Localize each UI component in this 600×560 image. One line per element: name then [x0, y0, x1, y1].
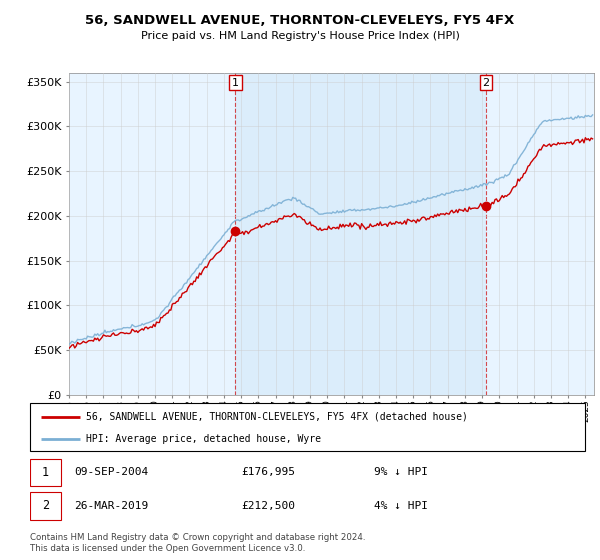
Text: 2: 2 [42, 500, 49, 512]
FancyBboxPatch shape [30, 492, 61, 520]
Text: 09-SEP-2004: 09-SEP-2004 [74, 468, 149, 478]
Text: 56, SANDWELL AVENUE, THORNTON-CLEVELEYS, FY5 4FX (detached house): 56, SANDWELL AVENUE, THORNTON-CLEVELEYS,… [86, 412, 467, 422]
Bar [235, 73, 486, 395]
Text: 9% ↓ HPI: 9% ↓ HPI [374, 468, 428, 478]
FancyBboxPatch shape [30, 403, 585, 451]
Text: 1: 1 [42, 466, 49, 479]
Text: Contains HM Land Registry data © Crown copyright and database right 2024.
This d: Contains HM Land Registry data © Crown c… [30, 533, 365, 553]
Text: 2: 2 [482, 78, 490, 87]
Text: £212,500: £212,500 [241, 501, 295, 511]
Text: 26-MAR-2019: 26-MAR-2019 [74, 501, 149, 511]
Text: Price paid vs. HM Land Registry's House Price Index (HPI): Price paid vs. HM Land Registry's House … [140, 31, 460, 41]
Text: HPI: Average price, detached house, Wyre: HPI: Average price, detached house, Wyre [86, 434, 320, 444]
FancyBboxPatch shape [30, 459, 61, 486]
Text: 1: 1 [232, 78, 239, 87]
Text: 56, SANDWELL AVENUE, THORNTON-CLEVELEYS, FY5 4FX: 56, SANDWELL AVENUE, THORNTON-CLEVELEYS,… [85, 14, 515, 27]
Text: 4% ↓ HPI: 4% ↓ HPI [374, 501, 428, 511]
Text: £176,995: £176,995 [241, 468, 295, 478]
